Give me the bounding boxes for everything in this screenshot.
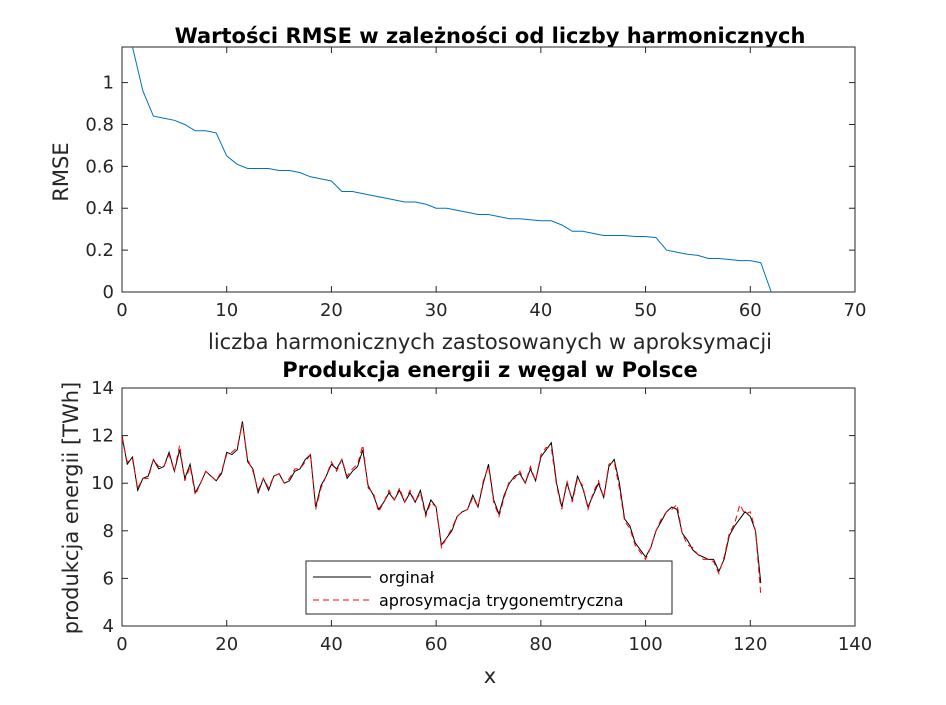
- energy-chart-x-axis-label: x: [484, 664, 496, 688]
- rmse-chart-title: Wartości RMSE w zależności od liczby har…: [175, 24, 806, 48]
- rmse-chart-axes-box: [121, 46, 856, 293]
- energy-chart-x-tick-label: 20: [215, 634, 238, 655]
- energy-chart-y-axis-label: produkcja energii [TWh]: [59, 382, 83, 634]
- energy-chart-title: Produkcja energii z węgal w Polsce: [282, 358, 698, 382]
- rmse-chart-y-tick-label: 0: [103, 282, 114, 303]
- energy-chart-x-tick-label: 40: [320, 634, 343, 655]
- energy-chart-y-tick-label: 12: [91, 426, 114, 447]
- rmse-chart-plot-area: 0 10 20 30 40 50 60 70 0 0.2 0.4 0.6 0.8 1: [85, 46, 867, 321]
- rmse-chart-x-tick-label: 40: [529, 300, 552, 321]
- rmse-series-line: [132, 46, 772, 293]
- rmse-chart-x-tick-label: 60: [739, 300, 762, 321]
- energy-chart-x-tick-label: 120: [733, 634, 767, 655]
- rmse-chart-x-tick-label: 30: [425, 300, 448, 321]
- energy-chart-y-tick-label: 14: [91, 378, 114, 399]
- rmse-chart-x-tick-label: 20: [320, 300, 343, 321]
- legend-box: [305, 560, 673, 615]
- approximation-series-line: [121, 423, 762, 596]
- rmse-chart-x-tick-label: 0: [116, 300, 127, 321]
- rmse-chart-x-tick-label: 70: [844, 300, 867, 321]
- rmse-chart-y-axis-label: RMSE: [49, 142, 73, 201]
- rmse-chart-y-tick-label: 0.2: [85, 240, 114, 261]
- legend: orginał aprosymacja trygonemtryczna: [305, 560, 673, 615]
- energy-chart-y-tick-label: 8: [103, 521, 114, 542]
- rmse-chart-y-tick-label: 0.4: [85, 198, 114, 219]
- rmse-chart-x-tick-label: 50: [634, 300, 657, 321]
- rmse-chart-y-tick-label: 0.6: [85, 156, 114, 177]
- energy-chart-y-tick-label: 6: [103, 568, 114, 589]
- legend-label-approximation: aprosymacja trygonemtryczna: [379, 591, 624, 610]
- energy-chart-x-tick-label: 140: [838, 634, 872, 655]
- rmse-chart-x-axis-label: liczba harmonicznych zastosowanych w apr…: [208, 330, 772, 354]
- energy-chart-x-tick-label: 80: [529, 634, 552, 655]
- energy-chart: Produkcja energii z węgal w Polsce x pro…: [59, 358, 872, 688]
- energy-chart-plot-area: 0 20 40 60 80 100 120 140 4 6 8 10 12 14: [91, 378, 872, 655]
- energy-chart-y-tick-label: 4: [103, 616, 114, 637]
- energy-chart-x-tick-label: 100: [628, 634, 662, 655]
- energy-chart-y-tick-label: 10: [91, 473, 114, 494]
- rmse-chart-y-tick-label: 1: [103, 73, 114, 94]
- legend-label-original: orginał: [379, 568, 435, 587]
- rmse-chart-y-tick-label: 0.8: [85, 114, 114, 135]
- energy-chart-x-tick-label: 0: [116, 634, 127, 655]
- rmse-chart-x-tick-label: 10: [215, 300, 238, 321]
- rmse-chart: Wartości RMSE w zależności od liczby har…: [49, 24, 866, 354]
- energy-chart-x-tick-label: 60: [425, 634, 448, 655]
